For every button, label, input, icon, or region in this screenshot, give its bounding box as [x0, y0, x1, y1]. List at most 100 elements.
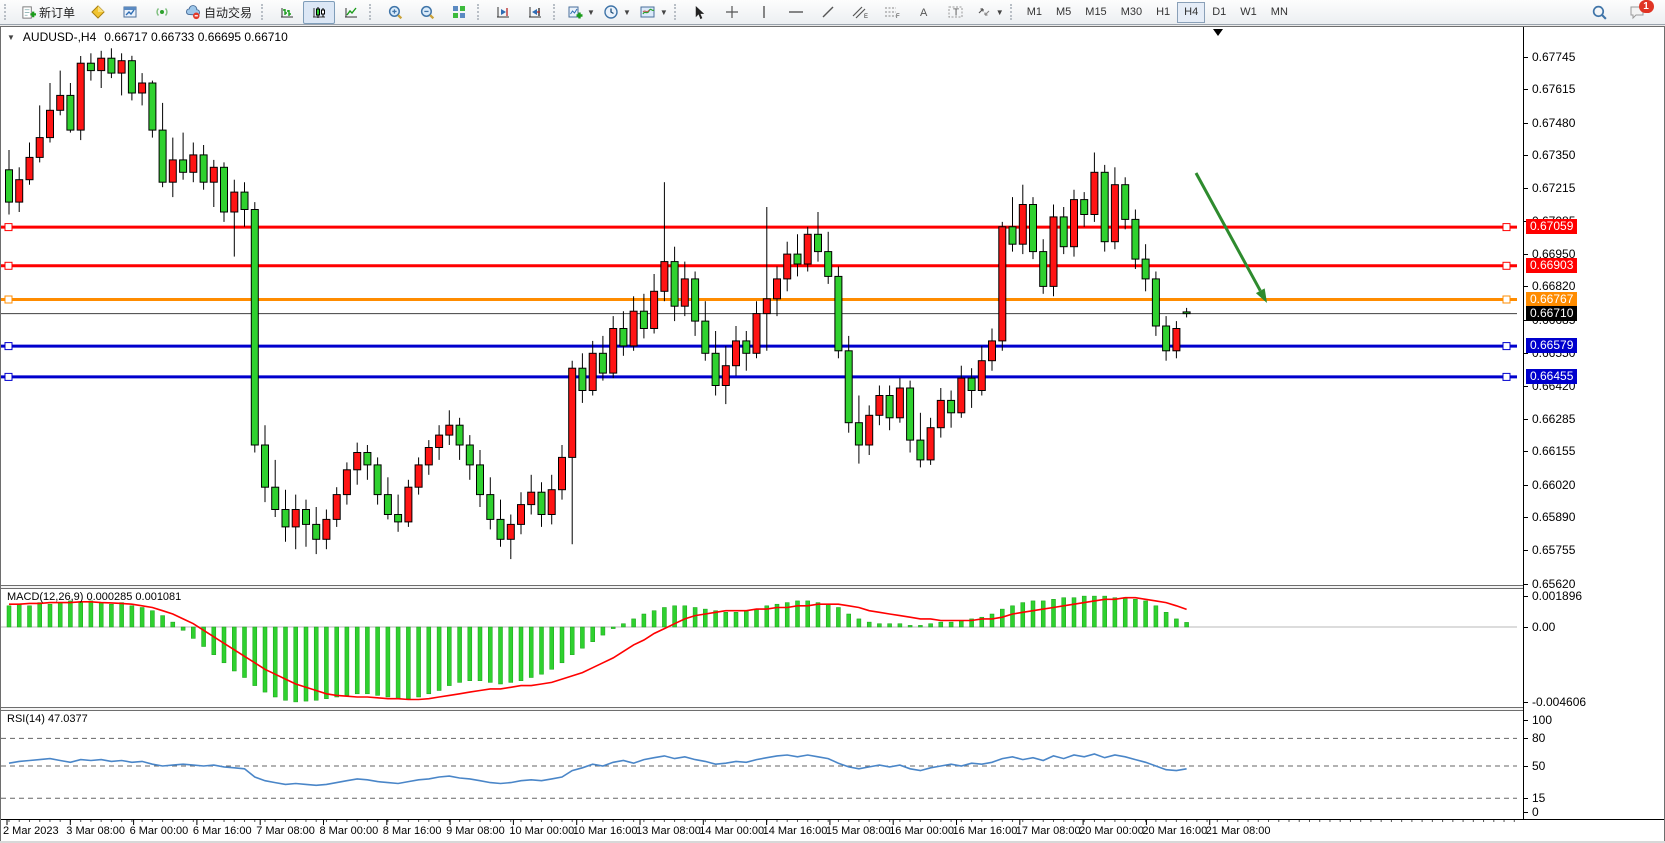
line-handle[interactable]: [1502, 261, 1511, 270]
signal-icon: [154, 4, 170, 20]
timeframe-m15-button[interactable]: M15: [1085, 6, 1107, 18]
timeframe-m5-button[interactable]: M5: [1056, 6, 1072, 18]
zoom-in-button[interactable]: [379, 1, 411, 24]
tile-windows-icon: [451, 4, 467, 20]
market-watch-button[interactable]: [82, 1, 114, 24]
price-tick-label: 0.67215: [1532, 181, 1576, 196]
toolbar-grip[interactable]: [369, 4, 375, 20]
price-tick-mark: [1524, 57, 1528, 58]
price-tick-label: 0.66155: [1532, 444, 1576, 459]
equidistant-channel-button[interactable]: E: [844, 1, 876, 24]
toolbar-grip[interactable]: [261, 4, 267, 20]
timeframe-d1-button[interactable]: D1: [1212, 6, 1227, 18]
rsi-tick-label: 0: [1532, 805, 1539, 819]
price-tick-label: 0.66820: [1532, 279, 1576, 294]
templates-button[interactable]: ▼: [635, 1, 672, 24]
time-axis-label: 17 Mar 08:00: [1015, 825, 1081, 837]
panel-separator[interactable]: [1, 707, 1664, 711]
line-chart-button[interactable]: [335, 1, 367, 24]
line-handle[interactable]: [1502, 372, 1511, 381]
price-axis[interactable]: 0.67745 0.67615 0.67480 0.67350 0.67215 0.670…: [1523, 27, 1664, 819]
timeframe-h1-button[interactable]: H1: [1156, 6, 1171, 18]
toolbar-grip[interactable]: [1009, 4, 1016, 20]
line-handle[interactable]: [4, 223, 13, 232]
arrows-button[interactable]: ▼: [972, 1, 1008, 24]
chart-shift-icon: [527, 4, 543, 20]
chart-window-button[interactable]: [114, 1, 146, 24]
vertical-line-button[interactable]: [748, 1, 780, 24]
fibonacci-button[interactable]: F: [876, 1, 908, 24]
price-tick-mark: [1524, 484, 1528, 486]
time-axis-label: 21 Mar 08:00: [1205, 825, 1271, 837]
macd-panel-canvas[interactable]: [1, 589, 1523, 707]
window-bottom-edge: [0, 841, 1665, 843]
svg-text:A: A: [920, 7, 928, 19]
search-button[interactable]: [1583, 1, 1615, 24]
tile-windows-button[interactable]: [443, 1, 475, 24]
price-line-badge: 0.66767: [1526, 291, 1578, 307]
timeframe-mn-button[interactable]: MN: [1270, 6, 1288, 18]
timeframe-m30-button[interactable]: M30: [1120, 6, 1143, 18]
text-button[interactable]: A: [908, 1, 940, 24]
macd-tick-label: 0.001896: [1532, 589, 1583, 603]
signals-button[interactable]: [146, 1, 178, 24]
candles-group: [5, 48, 1191, 560]
timeframe-m1-button[interactable]: M1: [1026, 6, 1042, 18]
text-label-button[interactable]: T: [940, 1, 972, 24]
time-axis-label: 2 Mar 2023: [3, 825, 59, 837]
macd-tick-mark: [1524, 596, 1528, 597]
time-axis-label: 3 Mar 08:00: [66, 825, 125, 837]
price-line-badge: 0.66903: [1526, 257, 1578, 273]
time-axis-label: 6 Mar 16:00: [192, 825, 252, 837]
line-handle[interactable]: [4, 372, 13, 381]
candlestick-chart-button[interactable]: [303, 0, 336, 24]
price-chart-canvas[interactable]: [1, 27, 1523, 585]
chart-shift-marker[interactable]: [1213, 29, 1223, 36]
fibonacci-icon: F: [883, 4, 901, 20]
timeframe-h4-button[interactable]: H4: [1177, 1, 1206, 23]
macd-signal-line: [9, 596, 1187, 701]
svg-text:E: E: [864, 14, 868, 20]
price-tick-label: 0.67480: [1532, 115, 1576, 130]
price-tick-label: 0.66020: [1532, 477, 1576, 492]
toolbar-grip[interactable]: [673, 4, 680, 20]
chat-button[interactable]: 1: [1621, 0, 1654, 24]
time-axis[interactable]: 2 Mar 2023 3 Mar 08:00 6 Mar 00:00 6 Mar 16…: [1, 819, 1664, 842]
line-handle[interactable]: [1502, 223, 1511, 232]
line-handle[interactable]: [4, 295, 13, 304]
time-axis-label: 16 Mar 00:00: [889, 825, 955, 837]
panel-separator[interactable]: [1, 585, 1664, 589]
toolbar-grip[interactable]: [4, 4, 10, 20]
line-handle[interactable]: [1502, 295, 1511, 304]
indicators-button[interactable]: ▼: [563, 1, 599, 24]
line-handle[interactable]: [1502, 342, 1511, 351]
new-order-button[interactable]: 新订单: [14, 1, 82, 24]
trendline-button[interactable]: [812, 1, 844, 24]
auto-trading-button[interactable]: 自动交易: [178, 1, 259, 24]
rsi-tick-label: 50: [1532, 759, 1546, 773]
cursor-button[interactable]: [684, 1, 716, 24]
line-handle[interactable]: [4, 342, 13, 351]
horizontal-line-button[interactable]: [780, 1, 812, 24]
arrows-icon: [976, 4, 992, 20]
trend-arrow-head[interactable]: [1255, 288, 1267, 303]
toolbar-grip[interactable]: [553, 4, 559, 20]
trend-arrow[interactable]: [1194, 172, 1262, 292]
timeframe-w1-button[interactable]: W1: [1240, 6, 1257, 18]
line-handle[interactable]: [4, 261, 13, 270]
price-line-badge: 0.66455: [1526, 368, 1578, 384]
chart-shift-button[interactable]: [519, 1, 551, 24]
price-line-badge: 0.67059: [1526, 219, 1578, 235]
time-axis-label: 9 Mar 08:00: [446, 825, 505, 837]
toolbar-grip[interactable]: [477, 4, 483, 20]
bar-chart-button[interactable]: [271, 1, 303, 24]
price-tick-mark: [1524, 89, 1528, 91]
crosshair-button[interactable]: [716, 1, 748, 24]
price-line-badge: 0.66579: [1526, 338, 1578, 354]
periods-button[interactable]: ▼: [599, 1, 635, 24]
template-icon: [639, 4, 656, 20]
rsi-panel-canvas[interactable]: [1, 711, 1523, 819]
one-click-trading-toggle[interactable]: ▼: [7, 32, 15, 42]
auto-scroll-button[interactable]: [487, 1, 519, 24]
zoom-out-button[interactable]: [411, 1, 443, 24]
